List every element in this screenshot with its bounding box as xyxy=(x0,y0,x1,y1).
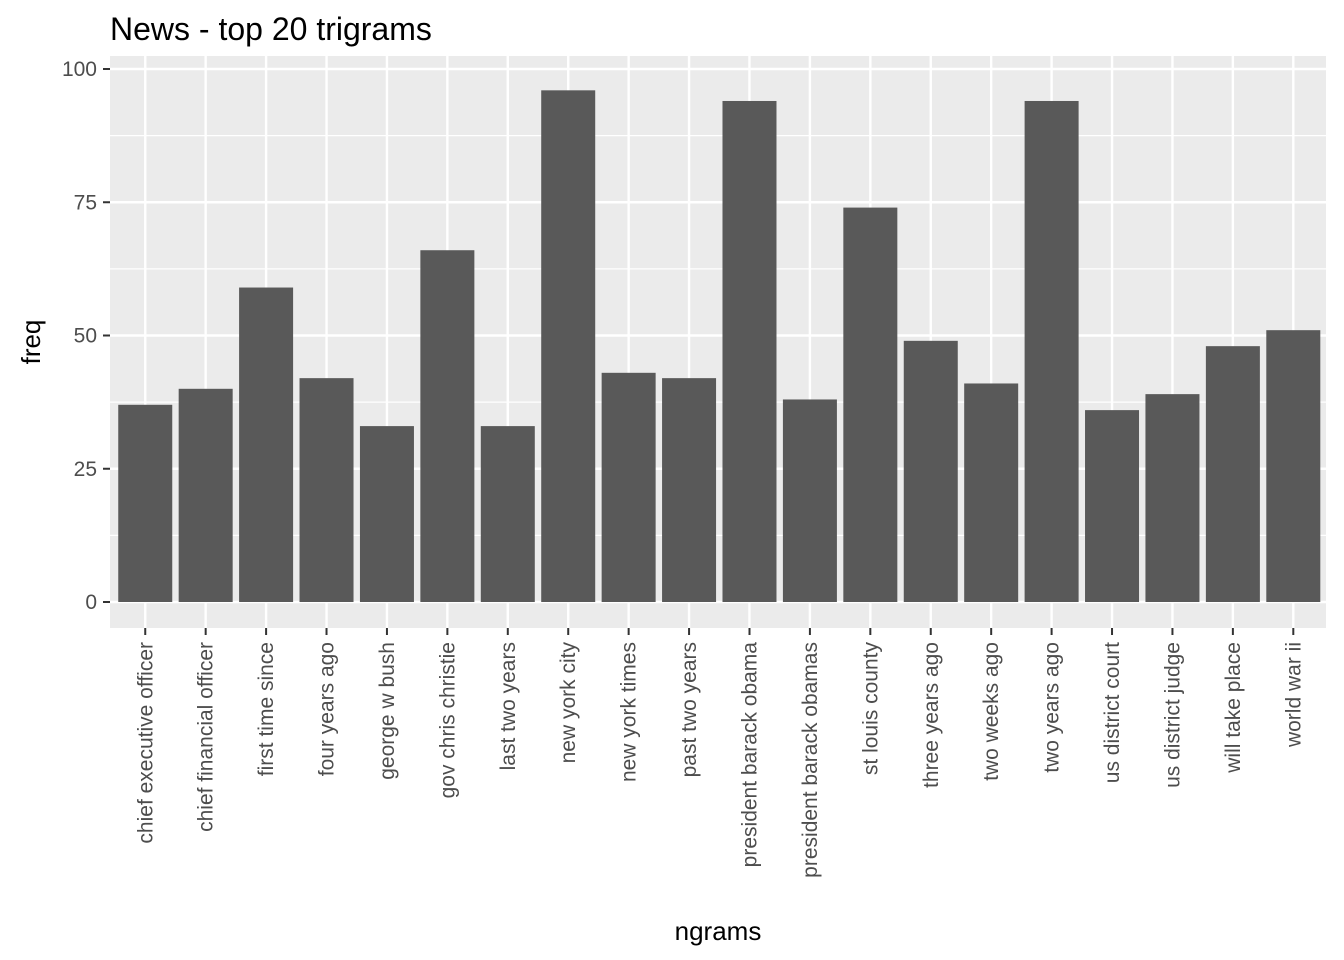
x-axis: chief executive officer chief financial o… xyxy=(134,628,1305,878)
y-tick-label: 75 xyxy=(74,191,97,214)
y-tick-label: 25 xyxy=(74,458,97,481)
bar-19 xyxy=(1205,346,1260,602)
bar-12 xyxy=(782,399,837,602)
bar-14 xyxy=(903,340,958,602)
y-axis: 0 25 50 75 100 xyxy=(62,58,110,614)
x-tick-label: past two years xyxy=(678,642,701,777)
x-tick-label: last two years xyxy=(497,642,520,770)
y-tick-label: 50 xyxy=(74,325,97,348)
x-tick-label: world war ii xyxy=(1282,642,1305,748)
x-tick-label: will take place xyxy=(1222,642,1245,774)
bar-15 xyxy=(964,383,1019,602)
x-tick-label: chief financial officer xyxy=(195,642,218,832)
bar-18 xyxy=(1145,394,1200,602)
x-tick-label: chief executive officer xyxy=(134,642,157,844)
bars xyxy=(118,90,1321,602)
chart-title: News - top 20 trigrams xyxy=(110,11,432,47)
bar-5 xyxy=(359,426,414,602)
bar-3 xyxy=(239,287,294,602)
bar-4 xyxy=(299,378,354,602)
bar-13 xyxy=(843,207,898,602)
bar-2 xyxy=(178,388,233,602)
x-tick-label: two weeks ago xyxy=(980,642,1003,781)
bar-20 xyxy=(1266,330,1321,602)
x-tick-label: president barack obama xyxy=(738,642,761,868)
x-tick-label: two years ago xyxy=(1041,642,1064,773)
bar-16 xyxy=(1024,100,1079,602)
y-tick-label: 0 xyxy=(85,591,97,614)
x-tick-label: new york times xyxy=(618,642,641,782)
bar-17 xyxy=(1085,410,1140,602)
bar-10 xyxy=(662,378,717,602)
bar-8 xyxy=(541,90,596,602)
bar-7 xyxy=(480,426,535,602)
bar-6 xyxy=(420,250,475,602)
bar-9 xyxy=(601,372,656,602)
x-tick-label: four years ago xyxy=(316,642,339,776)
x-tick-label: st louis county xyxy=(859,642,882,776)
y-tick-label: 100 xyxy=(62,58,97,81)
x-tick-label: first time since xyxy=(255,642,278,776)
x-tick-label: us district judge xyxy=(1161,642,1184,788)
x-tick-label: george w bush xyxy=(376,642,399,780)
x-tick-label: new york city xyxy=(557,642,580,764)
x-tick-label: president barack obamas xyxy=(799,642,822,878)
bar-1 xyxy=(118,404,173,602)
y-axis-title: freq xyxy=(16,320,46,365)
x-tick-label: us district court xyxy=(1101,642,1124,783)
bar-11 xyxy=(722,100,777,602)
x-tick-label: gov chris christie xyxy=(436,642,459,798)
x-tick-label: three years ago xyxy=(920,642,943,788)
x-axis-title: ngrams xyxy=(675,916,762,946)
